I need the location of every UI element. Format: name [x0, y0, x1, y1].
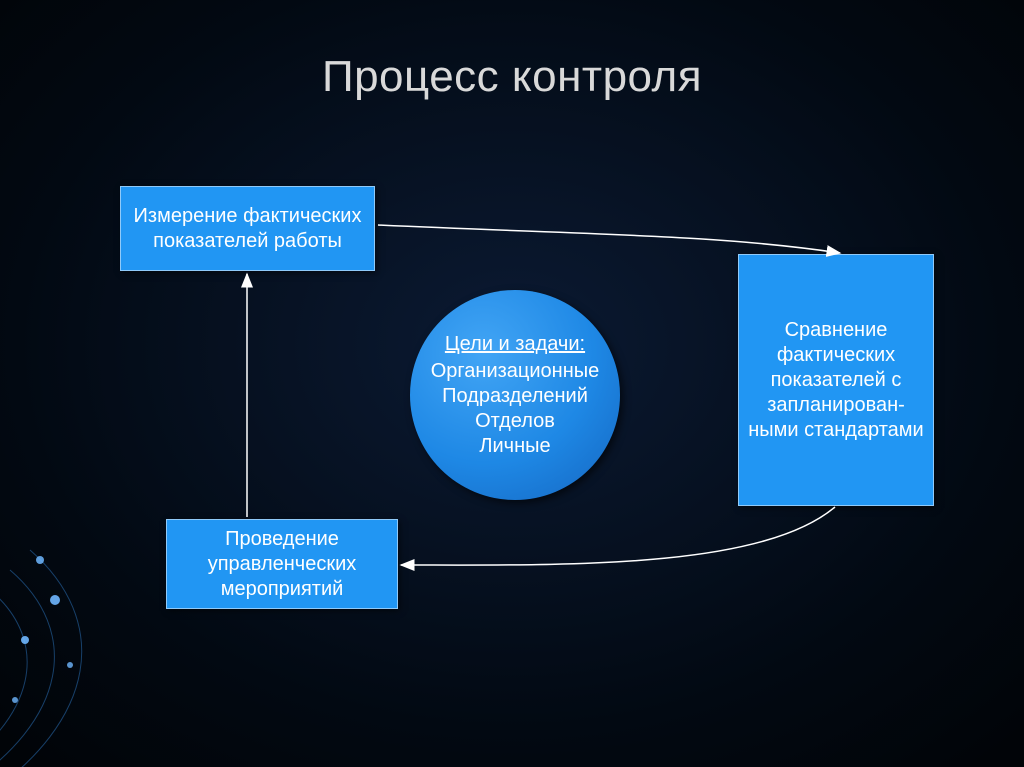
node-center-content: Цели и задачи: Организационные Подраздел…	[431, 332, 600, 459]
node-center-line2: Подразделений	[442, 385, 588, 407]
edge-box2-to-box3	[401, 507, 835, 565]
node-actions-label: Проведение управленческих мероприятий	[173, 527, 391, 602]
node-center-line4: Личные	[479, 435, 550, 457]
node-center-line1: Организационные	[431, 360, 600, 382]
node-center-line3: Отделов	[475, 410, 555, 432]
node-comparison: Сравнение фактических показателей с запл…	[738, 254, 934, 506]
node-measurement-label: Измерение фактических показателей работы	[127, 204, 368, 254]
slide-title: Процесс контроля	[0, 52, 1024, 102]
node-center-heading: Цели и задачи:	[431, 332, 600, 357]
node-comparison-label: Сравнение фактических показателей с запл…	[745, 318, 927, 443]
node-actions: Проведение управленческих мероприятий	[166, 519, 398, 609]
node-center-goals: Цели и задачи: Организационные Подраздел…	[410, 290, 620, 500]
node-measurement: Измерение фактических показателей работы	[120, 186, 375, 271]
slide-root: Процесс контроля Измерение фактических п…	[0, 0, 1024, 767]
edge-box1-to-box2	[378, 225, 840, 253]
